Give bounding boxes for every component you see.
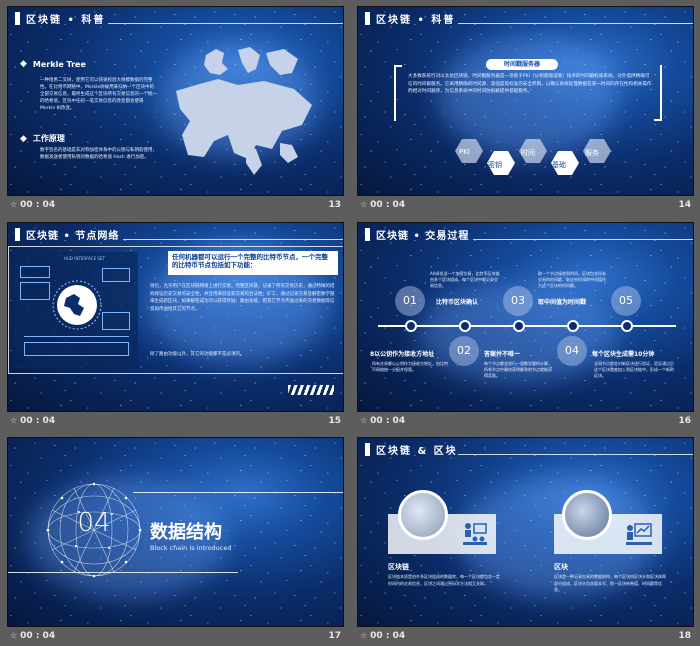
section-number: 04 <box>77 508 111 538</box>
card-1-label: 区块链 <box>388 563 409 571</box>
slide-18-header: 区块链 & 区块 <box>358 438 458 460</box>
slide-16-thumbnail[interactable]: 区块链 • 交易过程 01 02 03 04 05 A向B发送一个加密交易，比特… <box>357 222 694 430</box>
node-body: 钱包，允许用户在区块链网络上进行交易。完整区块链，记录了所有交易历史，通过特殊的… <box>150 284 335 312</box>
slide-17-thumbnail[interactable]: 04 数据结构 Block chain is introduced ☆ 00 : … <box>7 437 344 645</box>
slide-13-footer: ☆ 00 : 04 13 <box>10 200 341 210</box>
timestamp-label: 时间戳服务器 <box>486 59 558 70</box>
slide-16-footer: ☆ 00 : 04 16 <box>360 416 691 426</box>
left-label: 8以公钥作为接收方地址 <box>370 351 435 358</box>
slide-title: 区块链 • 交易过程 <box>376 230 470 242</box>
slide-time: 00 : 04 <box>20 631 56 641</box>
slide-15-thumbnail[interactable]: 区块链 • 节点网络 HUD INTERFACE SET 任何机器都可以运行一个… <box>7 222 344 430</box>
slide-number: 13 <box>328 200 341 210</box>
node-content-frame <box>8 246 343 374</box>
slide-15-footer: ☆ 00 : 04 15 <box>10 416 341 426</box>
step-01-desc: A向B发送一个加密交易，比特币区块链由多个区块组成，每个区块中都记录交易信息。 <box>430 271 500 288</box>
stripe-decoration <box>288 385 334 395</box>
step-03-label: 取中间值为时间戳 <box>538 299 587 306</box>
step-04-circle: 04 <box>557 336 587 366</box>
card-1-photo <box>398 490 448 540</box>
step-04-label: 每个区块生成需10分钟 <box>592 351 655 358</box>
timeline-line <box>378 325 676 327</box>
timeline-dot-4 <box>567 320 579 332</box>
slide-18[interactable]: 区块链 & 区块 区块链 区块链本质是由许多区块组成的数据库，每一个区块都包含一… <box>357 437 694 627</box>
hex-key: 密钥 <box>488 161 502 169</box>
slide-18-footer: ☆ 00 : 04 18 <box>360 631 691 641</box>
europe-map-icon <box>176 47 312 175</box>
timeline-dot-1 <box>405 320 417 332</box>
card-2-photo <box>562 490 612 540</box>
step-01-circle: 01 <box>395 286 425 316</box>
step-03-desc: 取一个节点接收到时间，区块包含所有交易的时间戳，取这些时间的中间值作为这个区块的… <box>538 271 606 288</box>
slide-time: 00 : 04 <box>370 631 406 641</box>
step-02-circle: 02 <box>449 336 479 366</box>
slide-15-header: 区块链 • 节点网络 <box>8 223 119 245</box>
globe-icon <box>52 280 102 330</box>
node-headline: 任何机器都可以运行一个完整的比特币节点，一个完整的比特币节点包括如下功能： <box>168 251 338 275</box>
slide-number: 14 <box>678 200 691 210</box>
slide-number: 17 <box>328 631 341 641</box>
left-desc: 所有交易都以公钥作为接收方地址，由比特币网络统一分配并保管。 <box>372 361 448 372</box>
slide-14-header: 区块链 • 科普 <box>358 7 455 29</box>
slide-title: 区块链 • 节点网络 <box>26 230 120 242</box>
presentation-icon <box>626 523 652 545</box>
slide-time: 00 : 04 <box>20 416 56 426</box>
timestamp-box: 大多数系统行对以太坊区块链、时间戳服务器是一项基于PKI（公钥基础设施）技术的时… <box>394 65 662 121</box>
node-footnote: 除了路由功能以外，其它的功能都不是必须的。 <box>150 352 245 357</box>
step-04-desc: 全网节点都会对新区块进行验证，验证通过后这个区块就被加入到区块链中，形成一个新的… <box>594 361 674 378</box>
slide-title: 区块链 & 区块 <box>376 445 458 457</box>
timeline-dot-2 <box>459 320 471 332</box>
card-2-text: 区块是一种记录交易的数据结构，每个区块由区块头和区块体两部分组成，区块头包含版本… <box>554 574 666 592</box>
slide-18-thumbnail[interactable]: 区块链 & 区块 区块链 区块链本质是由许多区块组成的数据库，每一个区块都包含一… <box>357 437 694 645</box>
slide-14[interactable]: 区块链 • 科普 大多数系统行对以太坊区块链、时间戳服务器是一项基于PKI（公钥… <box>357 6 694 196</box>
timeline-dot-3 <box>513 320 525 332</box>
hexagon-cluster <box>455 139 611 175</box>
hex-time: 时间 <box>521 149 535 157</box>
slide-13-thumbnail[interactable]: 区块链 • 科普 ◆ Merkle Tree 一种哈希二叉树，使用它可以快速校验… <box>7 6 344 214</box>
slide-14-thumbnail[interactable]: 区块链 • 科普 大多数系统行对以太坊区块链、时间戳服务器是一项基于PKI（公钥… <box>357 6 694 214</box>
slide-number: 15 <box>328 416 341 426</box>
step-05-circle: 05 <box>611 286 641 316</box>
slide-17-footer: ☆ 00 : 04 17 <box>10 631 341 641</box>
hud-panel: HUD INTERFACE SET <box>14 252 138 368</box>
hex-basis: 基础 <box>552 161 566 169</box>
divider-top <box>133 492 343 493</box>
timeline-dot-5 <box>621 320 633 332</box>
section-title: 数据结构 <box>150 522 222 543</box>
hex-service: 服务 <box>585 149 599 157</box>
slide-15[interactable]: 区块链 • 节点网络 HUD INTERFACE SET 任何机器都可以运行一个… <box>7 222 344 412</box>
card-2-label: 区块 <box>554 563 568 571</box>
merkle-heading: ◆ Merkle Tree <box>20 59 86 69</box>
team-chart-icon <box>463 523 487 545</box>
step-01-label: 比特币区块确认 <box>436 299 479 306</box>
slide-13[interactable]: 区块链 • 科普 ◆ Merkle Tree 一种哈希二叉树，使用它可以快速校验… <box>7 6 344 196</box>
slide-16-header: 区块链 • 交易过程 <box>358 223 469 245</box>
step-03-circle: 03 <box>503 286 533 316</box>
slide-number: 18 <box>678 631 691 641</box>
divider-bottom <box>8 572 238 573</box>
slide-14-footer: ☆ 00 : 04 14 <box>360 200 691 210</box>
principle-heading: ◆ 工作原理 <box>20 133 65 144</box>
section-subtitle: Block chain is introduced <box>150 544 232 552</box>
network-sphere-icon <box>46 482 142 578</box>
step-02-desc: 每个节点都会进行一道数学题的计算，所有节点中最快获得解答的节点就能获得奖励。 <box>484 361 552 378</box>
slide-time: 00 : 04 <box>20 200 56 210</box>
slide-time: 00 : 04 <box>370 416 406 426</box>
slide-number: 16 <box>678 416 691 426</box>
step-02-label: 答案并不唯一 <box>484 351 521 358</box>
hex-pki: PKI <box>459 148 470 156</box>
hud-label: HUD INTERFACE SET <box>64 256 105 261</box>
slide-title: 区块链 • 科普 <box>26 14 106 26</box>
slide-16[interactable]: 区块链 • 交易过程 01 02 03 04 05 A向B发送一个加密交易，比特… <box>357 222 694 412</box>
timestamp-text: 大多数系统行对以太坊区块链、时间戳服务器是一项基于PKI（公钥基础设施）技术的时… <box>408 74 652 94</box>
slide-title: 区块链 • 科普 <box>376 14 456 26</box>
slide-17[interactable]: 04 数据结构 Block chain is introduced <box>7 437 344 627</box>
principle-text: 数字签名的基础是非对称加密体系中的公钥与私钥的使用，数据发送者使用私钥对数据的哈… <box>40 148 157 160</box>
slide-time: 00 : 04 <box>370 200 406 210</box>
slide-13-header: 区块链 • 科普 <box>8 7 105 29</box>
merkle-text: 一种哈希二叉树，使用它可以快速校验大规模数据的完整性。在比特币网络中，Merkl… <box>40 78 157 111</box>
card-1-text: 区块链本质是由许多区块组成的数据库，每一个区块都包含一定时间内的交易信息，区块之… <box>388 574 500 586</box>
